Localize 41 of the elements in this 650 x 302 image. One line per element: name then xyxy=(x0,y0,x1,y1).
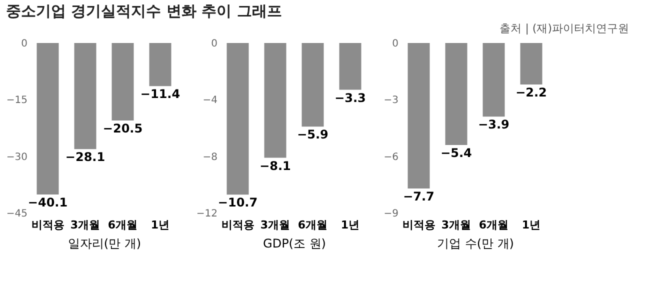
x-axis-title: 기업 수(만 개) xyxy=(437,236,514,250)
x-tick-label: 1년 xyxy=(522,218,541,232)
x-tick-label: 비적용 xyxy=(221,218,254,232)
x-tick-label: 6개월 xyxy=(478,218,509,232)
x-axis-title: GDP(조 원) xyxy=(263,236,326,250)
data-label: −7.7 xyxy=(403,189,434,204)
y-tick-label: 0 xyxy=(211,38,218,50)
x-tick-label: 비적용 xyxy=(31,218,64,232)
data-label: −20.5 xyxy=(102,121,143,136)
data-label: −5.9 xyxy=(297,128,328,142)
y-tick-label: −45 xyxy=(6,208,28,220)
x-tick-label: 3개월 xyxy=(70,218,100,232)
x-tick-label: 1년 xyxy=(150,218,170,232)
x-axis-title: 일자리(만 개) xyxy=(68,236,142,250)
x-tick-label: 비적용 xyxy=(402,218,436,232)
y-tick-label: −8 xyxy=(202,152,218,163)
y-tick-label: 0 xyxy=(392,38,398,50)
data-label: −28.1 xyxy=(65,150,106,164)
source-note: 출처 | (재)파이터치연구원 xyxy=(500,22,629,35)
data-label: −3.9 xyxy=(478,118,510,132)
data-label: −8.1 xyxy=(260,158,291,173)
data-label: −10.7 xyxy=(218,196,258,210)
x-tick-label: 6개월 xyxy=(298,218,328,232)
chart-title: 중소기업 경기실적지수 변화 추이 그래프 xyxy=(6,2,282,20)
data-label: −11.4 xyxy=(140,87,180,102)
x-tick-label: 6개월 xyxy=(108,218,138,232)
data-label: −5.4 xyxy=(440,146,472,160)
y-tick-label: −15 xyxy=(6,95,28,106)
y-tick-label: 0 xyxy=(21,38,28,50)
y-tick-label: −3 xyxy=(384,95,398,106)
x-tick-label: 3개월 xyxy=(260,218,290,232)
y-tick-label: −9 xyxy=(384,208,398,220)
x-tick-label: 3개월 xyxy=(441,218,472,232)
data-label: −2.2 xyxy=(516,86,547,100)
y-tick-label: −4 xyxy=(202,95,218,106)
data-label: −40.1 xyxy=(28,195,68,210)
y-tick-label: −12 xyxy=(196,208,218,220)
y-tick-label: −30 xyxy=(6,152,28,163)
y-tick-label: −6 xyxy=(384,152,398,163)
x-tick-label: 1년 xyxy=(340,218,360,232)
data-label: −3.3 xyxy=(334,90,366,105)
